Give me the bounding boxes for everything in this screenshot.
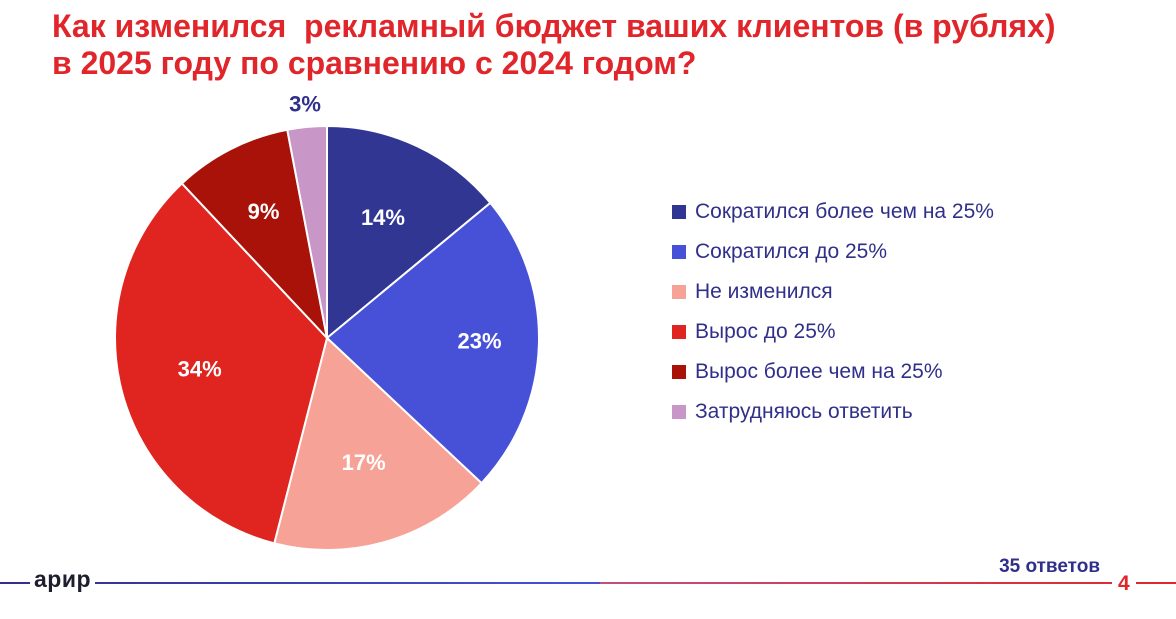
chart-title: Как изменился рекламный бюджет ваших кли…	[52, 8, 1056, 81]
legend-item-6: Затрудняюсь ответить	[672, 392, 994, 432]
pie-slice-3	[273, 336, 483, 551]
legend-label: Вырос до 25%	[695, 320, 836, 343]
slice-label-5: 9%	[248, 199, 280, 224]
slice-label-4: 34%	[178, 357, 222, 382]
arir-logo: арир	[30, 566, 96, 593]
page-number: 4	[1112, 572, 1136, 596]
chart-legend: Сократился более чем на 25% Сократился до…	[672, 192, 994, 432]
legend-swatch	[672, 405, 686, 419]
legend-swatch	[672, 285, 686, 299]
legend-swatch	[672, 325, 686, 339]
legend-label: Не изменился	[695, 280, 833, 303]
legend-label: Вырос более чем на 25%	[695, 360, 943, 383]
legend-item-2: Сократился до 25%	[672, 232, 994, 272]
pie-slice-6	[286, 124, 328, 339]
slice-label-1: 14%	[361, 205, 405, 230]
footer-rule-left	[0, 582, 600, 584]
legend-swatch	[672, 205, 686, 219]
legend-item-3: Не изменился	[672, 272, 994, 312]
legend-label: Сократился до 25%	[695, 240, 888, 263]
slice-label-3: 17%	[342, 450, 386, 475]
pie-slice-1	[326, 124, 492, 341]
pie-slice-4	[114, 182, 329, 545]
slice-label-2: 23%	[458, 329, 502, 354]
legend-swatch	[672, 245, 686, 259]
pie-slice-2	[325, 201, 540, 485]
slice-label-6: 3%	[289, 92, 321, 117]
legend-label: Сократился более чем на 25%	[695, 200, 994, 223]
pie-slice-5	[180, 128, 329, 342]
legend-item-5: Вырос более чем на 25%	[672, 352, 994, 392]
legend-label: Затрудняюсь ответить	[695, 400, 913, 423]
footer-rule-right	[600, 582, 1176, 584]
legend-item-1: Сократился более чем на 25%	[672, 192, 994, 232]
response-count: 35 ответов	[999, 556, 1100, 577]
legend-item-4: Вырос до 25%	[672, 312, 994, 352]
legend-swatch	[672, 365, 686, 379]
